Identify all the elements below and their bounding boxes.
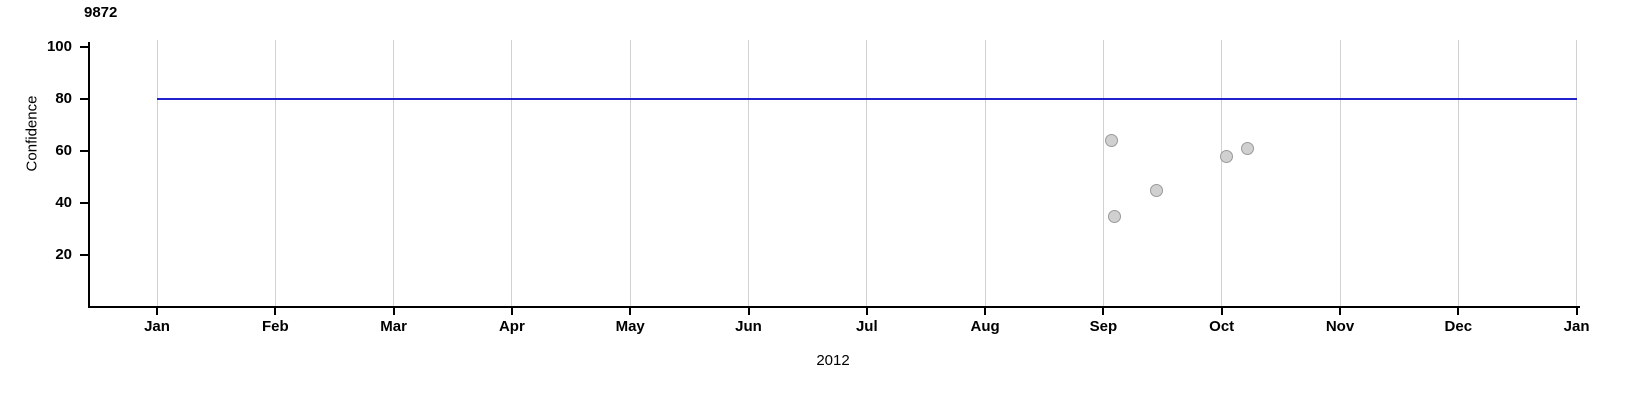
x-tick-label-feb-1: Feb [261,318,289,335]
x-tick-6 [865,307,868,315]
x-tick-2 [392,307,395,315]
y-axis-line [88,42,90,307]
gridline-dec-11 [1457,40,1459,306]
y-tick-40 [80,202,89,204]
gridline-jul-6 [866,40,868,306]
x-tick-label-jan-12: Jan [1563,318,1590,335]
x-tick-8 [1102,307,1105,315]
y-tick-label-40: 40 [55,194,72,211]
y-tick-label-80: 80 [55,90,72,107]
x-tick-9 [1220,307,1223,315]
data-point [1150,183,1164,197]
x-tick-1 [274,307,277,315]
gridline-sep-8 [1102,40,1104,306]
x-tick-label-jun-5: Jun [735,318,762,335]
x-tick-10 [1339,307,1341,315]
y-axis-title: Confidence [23,95,41,172]
x-tick-3 [510,307,513,315]
x-tick-5 [747,307,750,315]
data-point [1107,209,1121,223]
x-tick-label-aug-7: Aug [970,318,1000,335]
x-tick-12 [1575,307,1578,315]
gridline-jun-5 [748,40,749,306]
data-point [1241,141,1255,155]
gridline-jan-0 [156,40,158,306]
x-axis-line [88,306,1580,308]
chart-title: 9872 [84,4,118,21]
data-point [1105,134,1119,148]
y-tick-80 [80,98,89,100]
gridline-feb-1 [274,40,276,306]
y-tick-100 [80,46,89,48]
x-tick-label-may-4: May [615,318,645,335]
x-tick-label-nov-10: Nov [1325,318,1355,335]
threshold-reference-line [157,98,1577,100]
x-tick-11 [1457,307,1460,315]
y-tick-60 [80,150,89,152]
data-point [1219,149,1233,163]
x-tick-label-jul-6: Jul [855,318,878,335]
x-tick-label-dec-11: Dec [1444,318,1473,335]
x-tick-0 [156,307,158,315]
gridline-may-4 [629,40,631,306]
x-tick-label-oct-9: Oct [1209,318,1235,335]
y-tick-label-20: 20 [55,246,72,263]
x-tick-4 [629,307,632,315]
y-tick-label-60: 60 [55,142,72,159]
x-axis-title: 2012 [816,352,850,369]
gridline-mar-2 [393,40,395,306]
x-tick-label-jan-0: Jan [144,318,170,335]
gridline-aug-7 [984,40,986,306]
y-tick-20 [80,254,89,256]
gridline-oct-9 [1221,40,1223,306]
x-tick-7 [984,307,987,315]
gridline-nov-10 [1339,40,1341,306]
x-tick-label-sep-8: Sep [1089,318,1118,335]
gridline-apr-3 [511,40,513,306]
gridline-jan-12 [1576,40,1578,306]
y-tick-label-100: 100 [46,38,72,55]
x-tick-label-mar-2: Mar [380,318,407,335]
x-tick-label-apr-3: Apr [498,318,525,335]
